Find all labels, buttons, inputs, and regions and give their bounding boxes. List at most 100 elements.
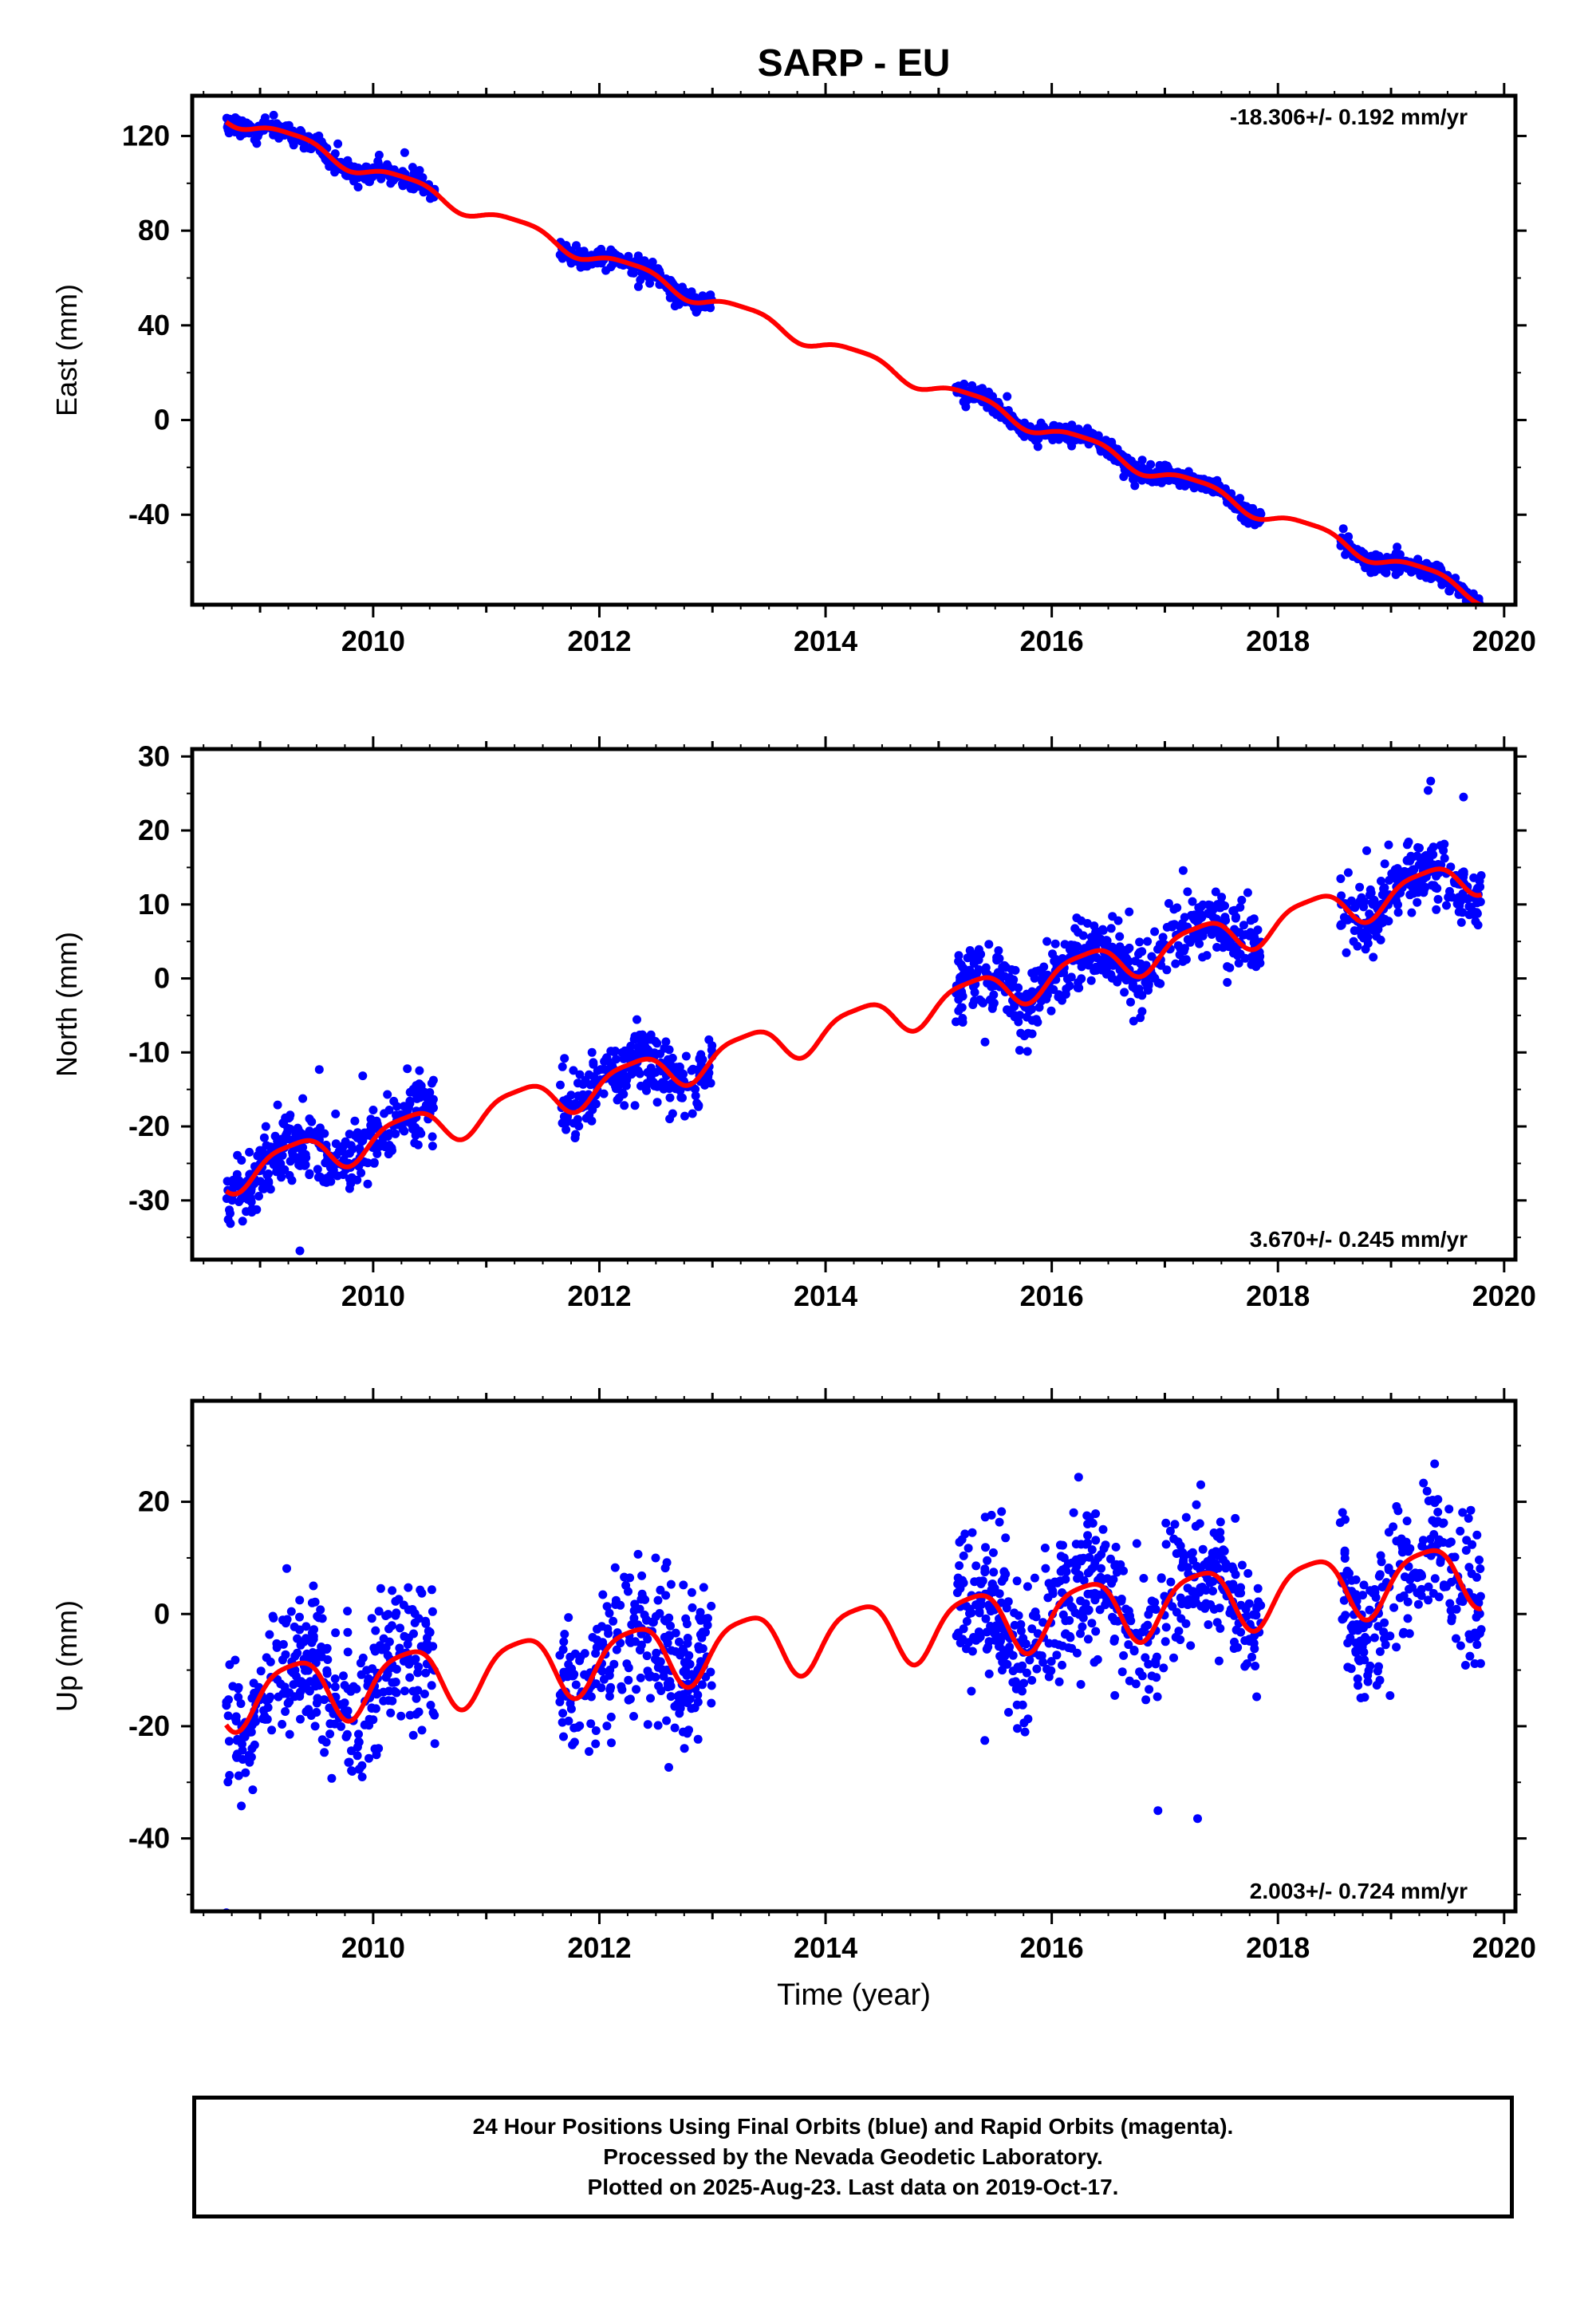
data-point (426, 1701, 435, 1710)
data-point (1476, 605, 1485, 614)
data-point (1003, 1597, 1013, 1607)
data-point (1392, 1502, 1401, 1511)
data-point (392, 1608, 401, 1618)
data-point (1433, 1495, 1443, 1505)
data-point (980, 1736, 990, 1745)
data-point (281, 1650, 290, 1659)
data-point (1208, 1548, 1217, 1558)
data-point (641, 1083, 651, 1091)
data-point (1335, 1518, 1345, 1528)
data-point (1173, 1537, 1183, 1547)
data-point (1076, 1680, 1086, 1689)
data-point (256, 1666, 266, 1676)
data-point (307, 1628, 317, 1638)
data-point (1343, 868, 1353, 877)
panel-data (222, 1459, 1486, 1911)
data-point (1074, 984, 1084, 992)
data-point (621, 1580, 631, 1590)
data-point (1346, 1664, 1356, 1674)
data-point (1130, 481, 1140, 491)
data-point (1352, 1619, 1362, 1629)
data-point (1137, 456, 1147, 465)
data-point (238, 1755, 247, 1764)
data-point (1380, 859, 1389, 869)
data-point (707, 1681, 716, 1690)
data-point (1395, 1593, 1405, 1603)
y-tick-label: 20 (138, 1485, 170, 1518)
data-point (579, 246, 589, 256)
data-point (663, 1679, 672, 1689)
data-point (224, 1737, 234, 1746)
data-point (1076, 1554, 1085, 1564)
data-point (1367, 898, 1377, 908)
data-point (1157, 1573, 1166, 1583)
data-point (1219, 1545, 1228, 1555)
data-point (1197, 912, 1207, 921)
data-point (372, 1149, 382, 1158)
data-point (268, 1611, 278, 1621)
data-point (1360, 1655, 1369, 1665)
data-point (261, 1122, 270, 1131)
data-point (1425, 1534, 1435, 1544)
data-point (1159, 1663, 1168, 1673)
data-point (353, 183, 363, 191)
data-point (1092, 965, 1101, 975)
data-point (334, 1146, 344, 1156)
data-point (282, 1615, 292, 1624)
y-tick-label: 80 (138, 214, 170, 246)
data-point (1470, 1659, 1480, 1668)
data-point (1464, 1563, 1474, 1572)
data-point (655, 1609, 664, 1618)
data-point (988, 1548, 998, 1557)
data-point (1171, 959, 1180, 968)
data-point (632, 1015, 641, 1024)
data-point (984, 940, 994, 949)
data-point (269, 110, 278, 120)
data-point (1365, 1605, 1374, 1615)
data-point (1062, 984, 1071, 994)
data-point (956, 1583, 965, 1593)
data-point (707, 1698, 716, 1708)
data-point (570, 1134, 580, 1142)
data-point (1136, 959, 1145, 968)
data-point (1019, 1678, 1029, 1688)
data-point (1107, 973, 1117, 983)
data-point (331, 1628, 341, 1638)
data-point (999, 1567, 1009, 1576)
data-point (1447, 1613, 1456, 1623)
data-point (1413, 1599, 1423, 1609)
data-point (558, 1709, 568, 1718)
data-point (1247, 952, 1256, 962)
data-point (1175, 921, 1184, 931)
data-point (1389, 1603, 1399, 1612)
data-point (1253, 1583, 1263, 1593)
data-point (636, 1673, 645, 1682)
data-point (414, 1707, 424, 1717)
data-point (694, 1102, 703, 1111)
data-point (582, 262, 592, 271)
data-point (1089, 1562, 1098, 1572)
data-point (353, 1128, 362, 1138)
data-point (981, 1614, 991, 1623)
data-point (1101, 1600, 1110, 1610)
data-point (1422, 1486, 1432, 1496)
data-point (300, 1161, 309, 1170)
data-point (305, 1126, 314, 1136)
data-point (331, 1139, 341, 1149)
data-point (1081, 1599, 1090, 1608)
data-point (357, 1137, 366, 1146)
data-point (425, 1088, 435, 1097)
data-point (1439, 1518, 1448, 1528)
data-point (1338, 1508, 1347, 1517)
data-point (1413, 897, 1422, 907)
data-point (408, 163, 417, 172)
y-tick-label: 10 (138, 888, 170, 921)
data-point (273, 1100, 282, 1110)
data-point (1069, 1508, 1078, 1517)
data-point (1385, 876, 1394, 885)
data-point (585, 1747, 593, 1757)
data-point (693, 1690, 703, 1700)
data-point (644, 1670, 654, 1680)
data-point (282, 1689, 292, 1698)
